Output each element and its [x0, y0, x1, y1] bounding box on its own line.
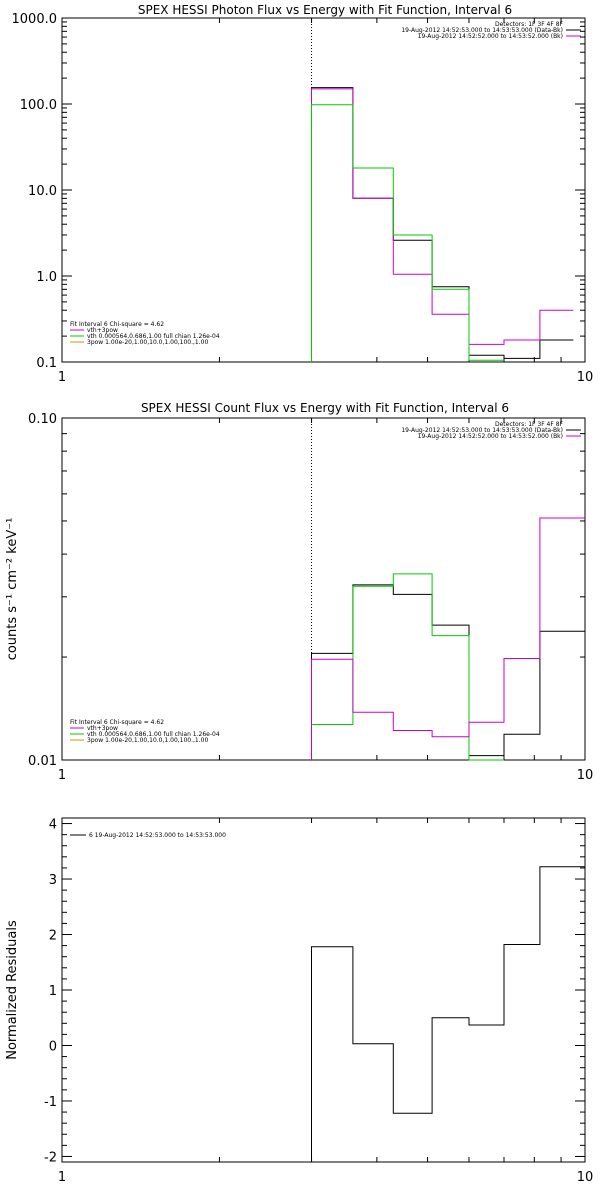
y-tick-label: 100.0 — [20, 98, 57, 113]
legend-label: 19-Aug-2012 14:52:53.000 to 14:53:53.000… — [401, 27, 563, 34]
y-tick-label: 1000.0 — [12, 12, 58, 27]
series-line — [311, 517, 585, 760]
y-tick-label: 10.0 — [28, 184, 57, 199]
x-tick-label: 10 — [577, 1170, 594, 1185]
x-tick-label: 1 — [58, 1170, 66, 1185]
x-tick-label: 1 — [58, 768, 66, 783]
legend-label: vth 0.000564,0.686,1.00 full chian 1.26e… — [87, 333, 220, 340]
y-axis-label: Normalized Residuals — [5, 920, 20, 1060]
legend-label: 3pow 1.00e-20,1.00,10.0,1.00,100.,1.00 — [87, 339, 208, 346]
y-tick-label: 0 — [49, 1039, 57, 1054]
legend-label: vth+3pow — [87, 725, 118, 732]
residuals-panel: 1 10 -2 -1 0 1 2 3 4 Normalized Residuals 6 19-Aug… — [5, 817, 594, 1185]
y-tick-label: 2 — [49, 929, 57, 944]
photon-flux-panel: SPEX HESSI Photon Flux vs Energy with Fi… — [12, 3, 594, 385]
legend-label: Detectors: 1F 3F 4F 8F — [495, 421, 564, 428]
legend-label: vth 0.000564,0.686,1.00 full chian 1.26e… — [87, 731, 220, 738]
y-tick-label: -1 — [44, 1095, 57, 1110]
y-tick-label: 0.1 — [36, 356, 57, 371]
y-tick-label: 3 — [49, 873, 57, 888]
x-tick-label: 10 — [577, 768, 594, 783]
series-line — [311, 573, 504, 761]
legend-label: Fit Interval 6 Chi-square = 4.62 — [70, 321, 164, 328]
legend-label: 19-Aug-2012 14:52:52.000 to 14:53:52.000… — [418, 33, 563, 40]
y-tick-label: 1 — [49, 984, 57, 999]
x-tick-label: 10 — [577, 370, 594, 385]
count-flux-title: SPEX HESSI Count Flux vs Energy with Fit… — [141, 401, 509, 415]
series-line — [311, 87, 574, 362]
y-tick-label: 0.01 — [28, 754, 57, 769]
legend-label: 19-Aug-2012 14:52:52.000 to 14:53:52.000… — [418, 433, 563, 440]
y-tick-label: -2 — [44, 1150, 57, 1165]
plot-frame — [61, 817, 586, 1163]
series-line — [311, 866, 585, 1162]
series-line — [311, 104, 504, 362]
y-tick-label: 4 — [49, 818, 57, 833]
legend-label: 3pow 1.00e-20,1.00,10.0,1.00,100.,1.00 — [87, 737, 208, 744]
plot-frame — [61, 17, 586, 363]
legend-label: 6 19-Aug-2012 14:52:53.000 to 14:53:53.0… — [89, 832, 226, 839]
photon-flux-title: SPEX HESSI Photon Flux vs Energy with Fi… — [138, 3, 512, 17]
y-axis-label: counts s⁻¹ cm⁻² keV⁻¹ — [5, 518, 20, 661]
legend-label: vth+3pow — [87, 327, 118, 334]
series-line — [311, 88, 574, 362]
x-tick-label: 1 — [58, 370, 66, 385]
legend-label: 19-Aug-2012 14:52:53.000 to 14:53:53.000… — [401, 427, 563, 434]
count-flux-panel: SPEX HESSI Count Flux vs Energy with Fit… — [5, 401, 593, 783]
legend-label: Detectors: 1F 3F 4F 8F — [495, 21, 564, 28]
y-tick-label: 1.0 — [36, 270, 57, 285]
legend-label: Fit Interval 6 Chi-square = 4.62 — [70, 719, 164, 726]
plot-frame — [61, 417, 586, 761]
y-tick-label: 0.10 — [28, 412, 57, 427]
